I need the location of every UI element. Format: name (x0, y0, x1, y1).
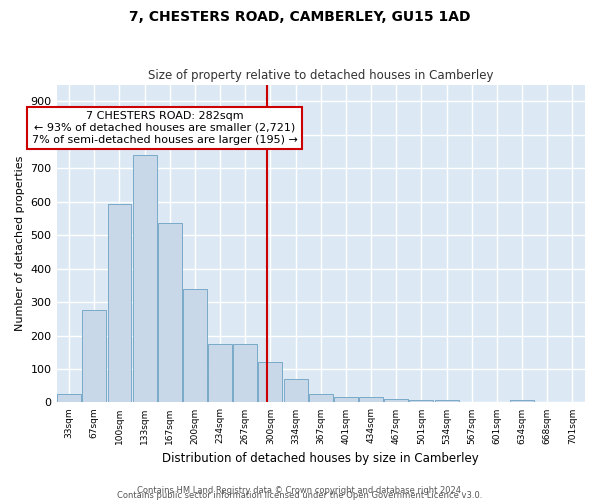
Bar (284, 379, 308, 402)
Bar (309, 394, 333, 402)
Bar (510, 400, 534, 402)
Bar (259, 362, 283, 403)
Bar (183, 290, 207, 403)
Text: Contains HM Land Registry data © Crown copyright and database right 2024.: Contains HM Land Registry data © Crown c… (137, 486, 463, 495)
Bar (233, 344, 257, 403)
Bar (385, 399, 408, 402)
Bar (57, 394, 81, 402)
Bar (107, 204, 131, 402)
Bar (82, 310, 106, 402)
Text: 7, CHESTERS ROAD, CAMBERLEY, GU15 1AD: 7, CHESTERS ROAD, CAMBERLEY, GU15 1AD (129, 10, 471, 24)
Bar (208, 344, 232, 403)
Bar (359, 398, 383, 402)
Title: Size of property relative to detached houses in Camberley: Size of property relative to detached ho… (148, 69, 494, 82)
Bar (158, 224, 182, 402)
Bar (409, 400, 433, 402)
Bar (434, 400, 458, 402)
Y-axis label: Number of detached properties: Number of detached properties (15, 156, 25, 331)
Bar (133, 156, 157, 402)
Bar (334, 398, 358, 402)
X-axis label: Distribution of detached houses by size in Camberley: Distribution of detached houses by size … (163, 452, 479, 465)
Text: Contains public sector information licensed under the Open Government Licence v3: Contains public sector information licen… (118, 491, 482, 500)
Text: 7 CHESTERS ROAD: 282sqm
← 93% of detached houses are smaller (2,721)
7% of semi-: 7 CHESTERS ROAD: 282sqm ← 93% of detache… (32, 112, 298, 144)
